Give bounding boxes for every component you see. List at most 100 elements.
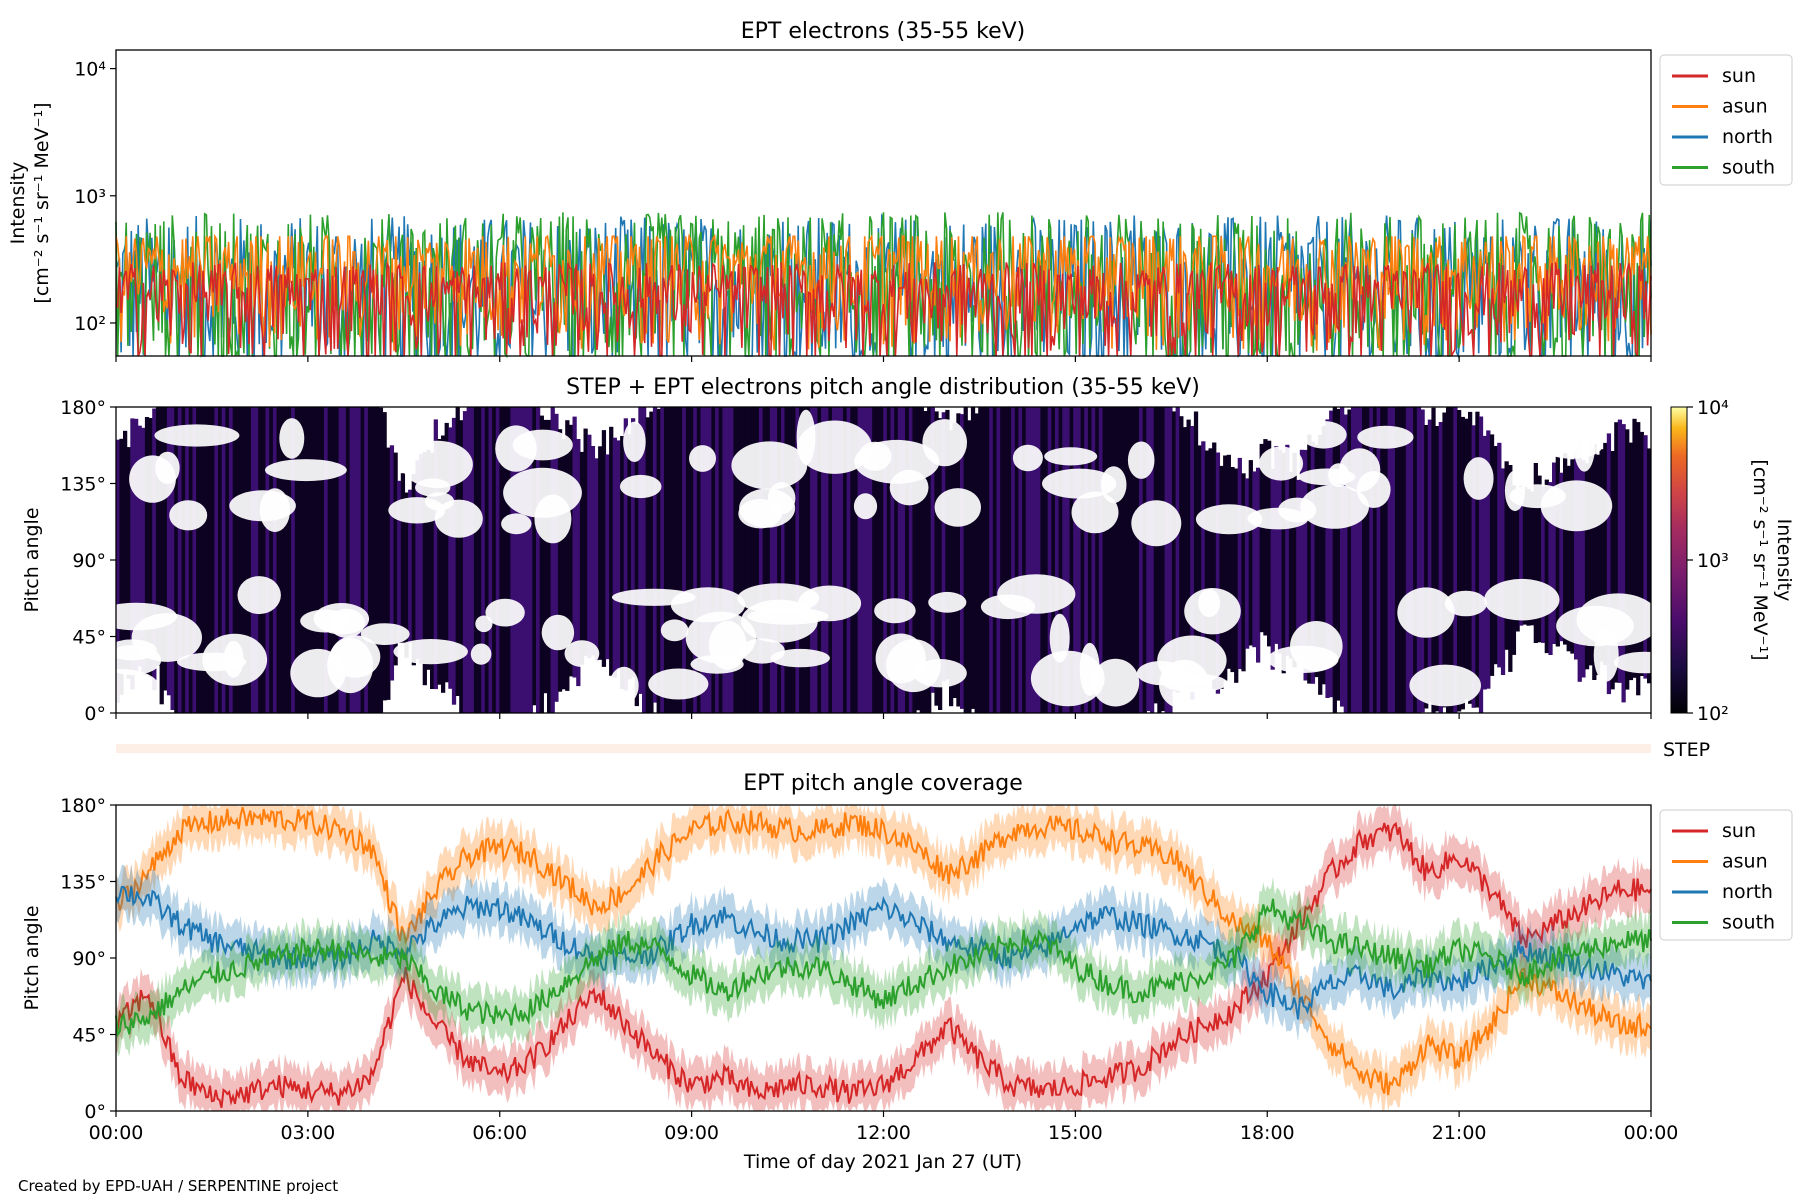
pad-gap	[731, 441, 808, 490]
pad-column	[430, 452, 435, 689]
pad-column	[1073, 407, 1078, 713]
pad-column	[1168, 407, 1173, 713]
pad-column	[1409, 407, 1414, 713]
coverage-ytick-label: 0°	[84, 1101, 106, 1123]
intensity-y-label-line1: Intensity	[7, 162, 29, 245]
pad-gap	[1195, 504, 1263, 535]
pad-column	[1259, 443, 1264, 633]
pad-column	[1314, 445, 1319, 678]
pad-column	[1201, 441, 1206, 690]
pad-column	[1215, 452, 1221, 694]
pad-column	[671, 407, 676, 713]
pad-column	[916, 407, 921, 711]
pad-column	[342, 407, 347, 713]
pad-gap	[1267, 645, 1339, 673]
pad-column	[466, 407, 471, 713]
pad-column	[137, 425, 142, 667]
pad-column	[905, 407, 910, 713]
pad-column	[210, 407, 215, 713]
pad-column	[620, 436, 625, 690]
pad-gap	[611, 588, 696, 606]
pad-column	[408, 489, 413, 643]
coverage-line-north	[115, 885, 1652, 1020]
coverage-y-ticks: 0° 45° 90° 135° 180°	[60, 795, 116, 1123]
pad-gap	[922, 419, 967, 467]
pad-gap	[875, 633, 926, 684]
pad-column	[722, 407, 727, 713]
pad-column	[177, 407, 183, 713]
pad-gap	[1042, 468, 1117, 499]
pad-column	[397, 480, 402, 643]
pad-column	[996, 407, 1001, 713]
pad-column	[992, 407, 998, 713]
pad-gap	[129, 455, 176, 503]
pad-column	[967, 420, 972, 713]
pad-column	[777, 407, 782, 713]
pad-column	[1435, 426, 1440, 712]
pad-gap	[1300, 484, 1369, 529]
pad-column	[652, 407, 658, 703]
coverage-ytick-label: 90°	[72, 948, 106, 970]
pad-column	[791, 407, 797, 713]
pad-column	[1398, 407, 1403, 713]
pad-column	[470, 407, 475, 713]
pad-column	[748, 407, 753, 713]
intensity-y-label-line2: [cm⁻² s⁻¹ sr⁻¹ MeV⁻¹]	[31, 102, 53, 303]
pad-column	[166, 407, 172, 696]
intensity-legend-label-sun: sun	[1722, 65, 1756, 87]
pad-column	[1515, 490, 1520, 632]
pad-column	[1230, 467, 1235, 673]
pad-column	[345, 407, 351, 713]
pad-column	[532, 407, 537, 706]
pad-column	[155, 407, 161, 666]
pad-column	[894, 407, 899, 713]
pad-column	[557, 429, 563, 692]
pad-column	[970, 407, 976, 709]
pad-gap	[1339, 448, 1381, 492]
pad-column	[1263, 439, 1268, 636]
pad-column	[766, 407, 771, 713]
pad-column	[1475, 411, 1480, 708]
pad-column	[1639, 431, 1644, 676]
pad-column	[1383, 407, 1389, 713]
pad-column	[356, 407, 362, 713]
panel-pad-title: STEP + EPT electrons pitch angle distrib…	[566, 375, 1200, 400]
pad-column	[1128, 407, 1133, 713]
pad-gap	[1258, 446, 1304, 481]
pad-column	[1544, 479, 1549, 654]
panel-pitch-coverage: EPT pitch angle coverage 0° 45° 90° 135° 180…	[21, 771, 1793, 1173]
pad-ytick-label: 0°	[84, 703, 106, 725]
coverage-legend-label-asun: asun	[1722, 851, 1768, 873]
pad-column	[1292, 452, 1297, 668]
pad-column	[981, 407, 987, 713]
pad-column	[1014, 407, 1020, 713]
pad-column	[1541, 486, 1546, 643]
pad-column	[250, 407, 256, 713]
pad-gap	[169, 500, 208, 531]
pad-column	[1022, 407, 1027, 713]
pad-column	[1391, 407, 1396, 713]
pad-column	[1581, 460, 1586, 678]
intensity-ytick-label: 10²	[74, 313, 106, 335]
intensity-legend-label-asun: asun	[1722, 96, 1768, 118]
pad-column	[758, 407, 764, 713]
pad-column	[700, 407, 705, 713]
pad-column	[422, 452, 427, 686]
pad-column	[1310, 441, 1316, 684]
pad-column	[897, 407, 903, 713]
pad-column	[1102, 407, 1107, 713]
pad-column	[1256, 467, 1261, 663]
pad-column	[1563, 453, 1568, 645]
pad-column	[152, 408, 157, 691]
pad-column	[400, 473, 406, 643]
pad-column	[283, 407, 289, 713]
pad-column	[960, 414, 965, 709]
pad-column	[302, 407, 307, 713]
pad-column	[1606, 433, 1612, 695]
intensity-legend-label-north: north	[1722, 126, 1773, 148]
pad-column	[682, 407, 687, 713]
pad-column	[927, 407, 932, 713]
pad-column	[1212, 442, 1217, 690]
coverage-line-south	[115, 898, 1652, 1038]
